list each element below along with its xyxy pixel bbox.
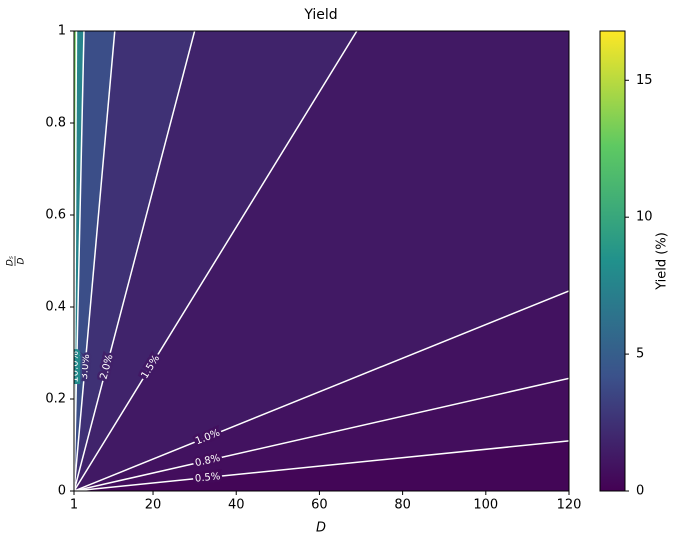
colorbar-tick-label: 10 [636,210,653,225]
x-tick-label: 40 [228,498,245,513]
contour-line [74,290,569,491]
contour-label: 10.0% [70,351,81,383]
y-label-denominator: D [17,257,27,264]
contour-line [74,31,116,491]
x-axis-label: D [316,521,326,536]
x-tick-label: 100 [473,498,498,513]
y-tick-label: 0.6 [45,208,66,223]
plot-area: 0.5%0.8%1.0%1.5%2.0%3.0%5.0%10.0% [70,31,569,491]
axes-frame [73,30,570,492]
x-tick-label: 60 [311,498,328,513]
contour-line [74,440,569,491]
y-tick-label: 0 [58,484,66,499]
y-tick-label: 0.4 [45,300,66,315]
contour-label: 3.0% [79,354,92,380]
y-axis-label: Dₛ D [6,256,27,266]
colorbar-tick-label: 15 [636,73,653,88]
y-tick-label: 0.8 [45,116,66,131]
contour-label: 5.0% [71,354,83,380]
colorbar-tick-label: 5 [636,347,644,362]
chart-title: Yield [303,7,337,23]
contour-line [74,31,85,491]
colorbar-tick-label: 0 [636,484,644,499]
contour-line [74,31,358,491]
y-tick-label: 0.2 [45,392,66,407]
contour-label: 0.5% [195,471,221,485]
x-tick-label: 120 [557,498,582,513]
colorbar [600,31,625,491]
colorbar-frame [599,30,626,492]
y-tick-label: 1 [58,24,66,39]
colorbar-label: Yield (%) [655,232,670,291]
contour-line [74,377,569,491]
y-label-numerator: Dₛ [6,256,16,266]
x-tick-label: 1 [70,498,78,513]
contour-line [74,31,196,491]
x-tick-label: 20 [145,498,162,513]
x-tick-label: 80 [394,498,411,513]
